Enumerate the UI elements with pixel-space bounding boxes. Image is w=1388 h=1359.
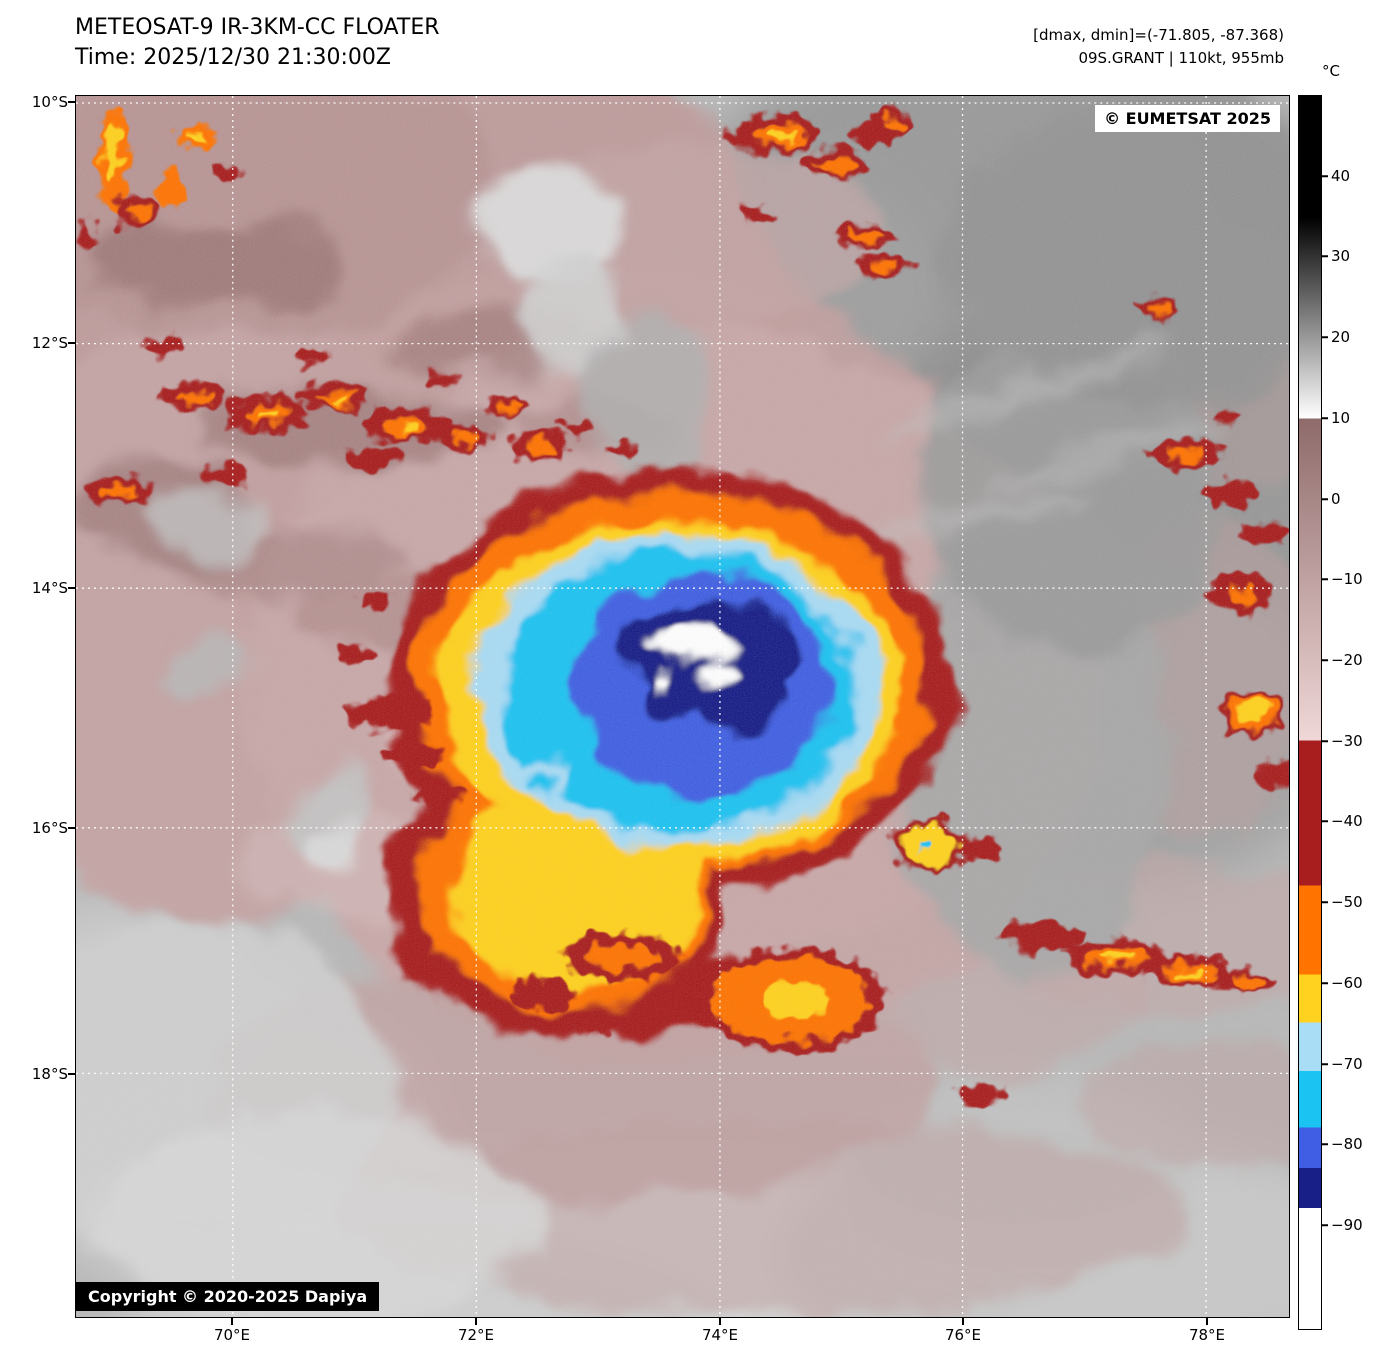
map-plot-area: © EUMETSAT 2025 Copyright © 2020-2025 Da… bbox=[75, 95, 1290, 1318]
colorbar-ticks: 40 30 20 10 0 −10 −20 −30 −40 −50 −60 −7… bbox=[1322, 0, 1382, 1359]
colorbar-tick-label: −20 bbox=[1331, 651, 1363, 669]
lat-tick-label: 18°S bbox=[31, 1065, 68, 1083]
tick-mark bbox=[68, 587, 75, 589]
figure-header: METEOSAT-9 IR-3KM-CC FLOATER Time: 2025/… bbox=[75, 13, 440, 73]
colorbar-tick-label: −30 bbox=[1331, 732, 1363, 750]
eumetsat-credit-badge: © EUMETSAT 2025 bbox=[1095, 105, 1280, 132]
lon-tick-label: 76°E bbox=[944, 1326, 982, 1344]
colorbar-tick-label: 10 bbox=[1331, 409, 1351, 427]
tick-mark bbox=[962, 1318, 964, 1325]
lat-tick-label: 10°S bbox=[31, 93, 68, 111]
lon-tick-label: 78°E bbox=[1188, 1326, 1226, 1344]
colorbar-tick-label: −80 bbox=[1331, 1135, 1363, 1153]
lon-tick-label: 72°E bbox=[457, 1326, 495, 1344]
colorbar-tick-label: −90 bbox=[1331, 1216, 1363, 1234]
tick-mark bbox=[68, 101, 75, 103]
lon-tick-label: 70°E bbox=[213, 1326, 251, 1344]
tick-mark bbox=[68, 342, 75, 344]
tick-mark bbox=[1206, 1318, 1208, 1325]
product-title: METEOSAT-9 IR-3KM-CC FLOATER bbox=[75, 15, 440, 40]
satellite-ir-image bbox=[76, 96, 1289, 1317]
product-time: Time: 2025/12/30 21:30:00Z bbox=[75, 45, 391, 70]
graticule bbox=[76, 96, 1289, 1317]
lon-tick-label: 74°E bbox=[701, 1326, 739, 1344]
copyright-badge: Copyright © 2020-2025 Dapiya bbox=[76, 1282, 380, 1311]
colorbar bbox=[1298, 95, 1322, 1330]
figure-annotations: [dmax, dmin]=(-71.805, -87.368) 09S.GRAN… bbox=[1033, 24, 1284, 70]
colorbar-tick-label: −50 bbox=[1331, 893, 1363, 911]
colorbar-unit-label: °C bbox=[1322, 62, 1340, 80]
colorbar-tick-label: −10 bbox=[1331, 570, 1363, 588]
colorbar-tick-label: 0 bbox=[1331, 490, 1341, 508]
colorbar-gradient bbox=[1299, 96, 1321, 1329]
colorbar-tick-label: −40 bbox=[1331, 812, 1363, 830]
tick-mark bbox=[719, 1318, 721, 1325]
tick-mark bbox=[475, 1318, 477, 1325]
tick-mark bbox=[68, 1073, 75, 1075]
temp-range-annotation: [dmax, dmin]=(-71.805, -87.368) bbox=[1033, 26, 1284, 44]
colorbar-tick-label: 40 bbox=[1331, 167, 1351, 185]
lat-tick-label: 14°S bbox=[31, 579, 68, 597]
colorbar-tick-label: −60 bbox=[1331, 974, 1363, 992]
lat-tick-label: 12°S bbox=[31, 334, 68, 352]
tick-mark bbox=[231, 1318, 233, 1325]
colorbar-tick-label: 20 bbox=[1331, 328, 1351, 346]
grain-overlay bbox=[76, 96, 1289, 1317]
storm-info-annotation: 09S.GRANT | 110kt, 955mb bbox=[1078, 49, 1284, 67]
tick-mark bbox=[68, 827, 75, 829]
colorbar-tick-label: 30 bbox=[1331, 247, 1351, 265]
lat-tick-label: 16°S bbox=[31, 819, 68, 837]
colorbar-tick-label: −70 bbox=[1331, 1055, 1363, 1073]
